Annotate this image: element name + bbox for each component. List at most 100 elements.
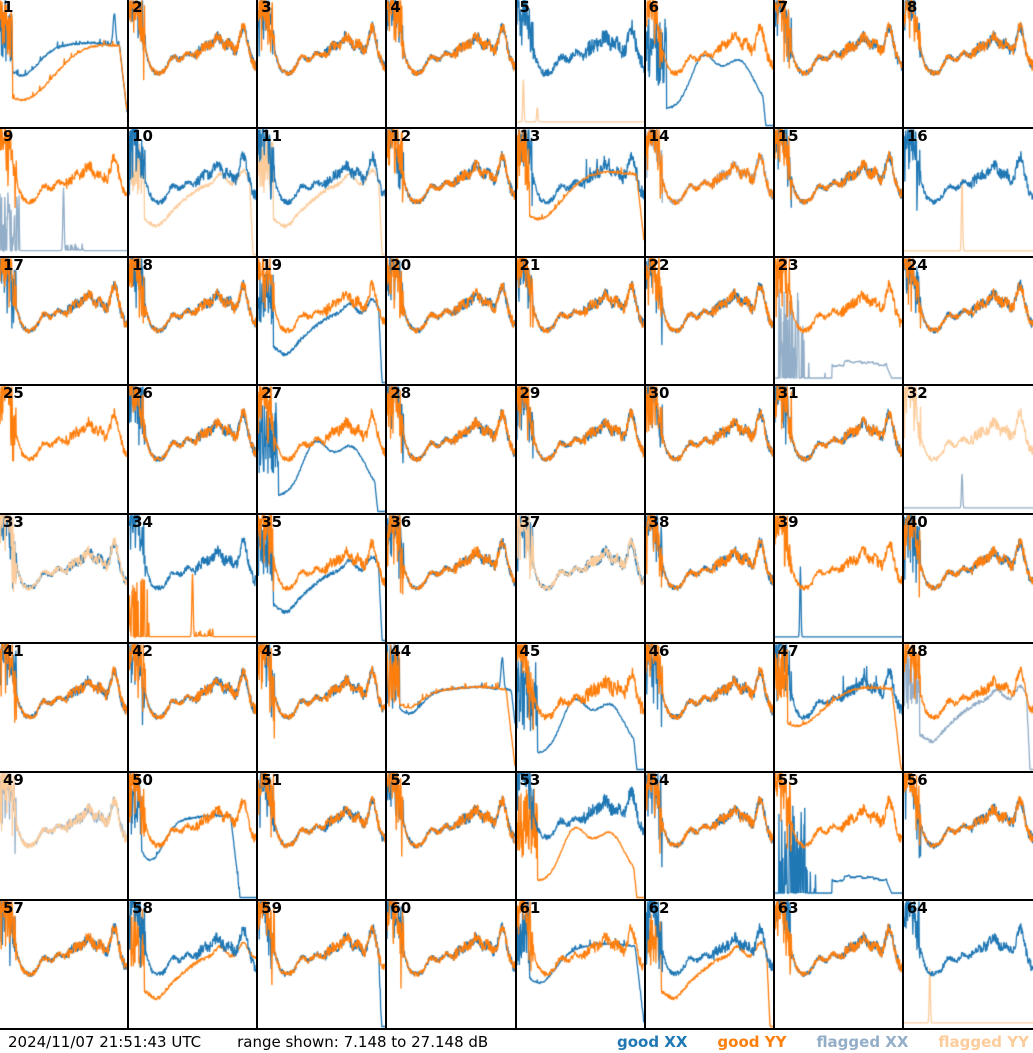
antenna-number: 38 — [648, 513, 670, 531]
antenna-number: 6 — [648, 0, 660, 16]
antenna-panel[interactable]: 59 — [258, 899, 388, 1030]
spectrum-plot — [258, 386, 386, 513]
spectrum-plot — [645, 257, 773, 385]
antenna-panel[interactable]: 25 — [0, 384, 130, 515]
spectrum-plot — [387, 0, 515, 127]
antenna-panel[interactable]: 63 — [774, 899, 904, 1030]
antenna-panel[interactable]: 26 — [129, 384, 259, 515]
antenna-number: 39 — [777, 513, 799, 531]
antenna-panel[interactable]: 53 — [516, 771, 646, 902]
antenna-panel[interactable]: 50 — [129, 771, 259, 902]
antenna-panel[interactable]: 45 — [516, 641, 646, 773]
antenna-panel[interactable]: 41 — [0, 642, 130, 773]
spectrum-plot — [0, 0, 128, 127]
spectrum-plot — [774, 0, 902, 127]
antenna-panel[interactable]: 48 — [903, 642, 1033, 773]
antenna-panel[interactable]: 55 — [774, 771, 904, 902]
spectrum-plot — [903, 515, 1033, 642]
antenna-panel[interactable]: 5 — [516, 0, 646, 129]
antenna-panel[interactable]: 44 — [387, 642, 517, 773]
timestamp: 2024/11/07 21:51:43 UTC — [8, 1032, 202, 1051]
spectrum-plot — [903, 257, 1033, 385]
antenna-panel[interactable]: 58 — [129, 899, 259, 1030]
spectrum-plot — [129, 128, 257, 256]
antenna-panel[interactable]: 46 — [645, 642, 775, 773]
antenna-panel[interactable]: 64 — [903, 899, 1033, 1030]
antenna-panel[interactable]: 28 — [387, 384, 517, 515]
antenna-panel[interactable]: 7 — [774, 0, 904, 129]
legend-item: good XX — [616, 1032, 688, 1051]
antenna-panel[interactable]: 49 — [0, 771, 130, 902]
spectrum-plot — [645, 901, 773, 1028]
spectrum-plot — [129, 257, 257, 385]
antenna-panel[interactable]: 39 — [774, 513, 904, 644]
antenna-number: 25 — [3, 384, 24, 403]
antenna-panel[interactable]: 1 — [0, 0, 130, 129]
antenna-number: 21 — [519, 255, 541, 274]
antenna-panel[interactable]: 43 — [258, 642, 388, 773]
antenna-panel[interactable]: 4 — [387, 0, 517, 129]
spectrum-plot — [129, 643, 257, 771]
spectrum-plot — [0, 128, 128, 256]
antenna-panel[interactable]: 31 — [774, 384, 904, 515]
antenna-panel[interactable]: 2 — [129, 0, 259, 129]
spectrum-plot — [516, 643, 644, 771]
antenna-panel[interactable]: 36 — [387, 513, 517, 644]
antenna-panel[interactable]: 56 — [903, 771, 1033, 902]
antenna-panel[interactable]: 42 — [129, 642, 259, 773]
antenna-panel[interactable]: 38 — [645, 513, 775, 644]
antenna-panel[interactable]: 20 — [387, 256, 517, 387]
antenna-number: 28 — [390, 384, 412, 403]
antenna-panel[interactable]: 19 — [258, 256, 388, 387]
antenna-panel[interactable]: 34 — [129, 513, 259, 644]
antenna-panel[interactable]: 8 — [903, 0, 1033, 129]
antenna-panel[interactable]: 60 — [387, 899, 517, 1030]
antenna-panel[interactable]: 18 — [129, 256, 259, 387]
antenna-number: 30 — [648, 384, 670, 403]
antenna-panel[interactable]: 22 — [645, 256, 775, 387]
antenna-panel[interactable]: 47 — [774, 642, 904, 773]
antenna-panel[interactable]: 54 — [645, 771, 775, 902]
spectrum-plot — [774, 128, 902, 256]
spectrum-plot — [645, 515, 773, 642]
antenna-panel[interactable]: 10 — [129, 127, 259, 258]
antenna-number: 27 — [261, 384, 283, 403]
spectrum-plot — [129, 772, 257, 900]
antenna-panel[interactable]: 21 — [516, 255, 646, 387]
antenna-number: 45 — [519, 641, 541, 660]
legend-item: flagged YY — [938, 1032, 1029, 1051]
antenna-number: 59 — [261, 899, 283, 918]
antenna-panel[interactable]: 27 — [258, 384, 388, 515]
antenna-panel[interactable]: 9 — [0, 127, 130, 258]
antenna-panel[interactable]: 6 — [645, 0, 775, 129]
antenna-panel[interactable]: 3 — [258, 0, 388, 129]
spectrum-plot — [129, 386, 257, 513]
spectrum-plot — [129, 515, 257, 642]
antenna-panel[interactable]: 33 — [0, 513, 130, 644]
antenna-panel[interactable]: 57 — [0, 899, 130, 1030]
spectrum-plot — [387, 515, 515, 642]
spectrum-plot — [258, 0, 386, 127]
antenna-panel[interactable]: 52 — [387, 771, 517, 902]
antenna-panel[interactable]: 14 — [645, 127, 775, 258]
antenna-panel[interactable]: 24 — [903, 256, 1033, 387]
antenna-panel[interactable]: 29 — [516, 384, 646, 515]
antenna-panel[interactable]: 35 — [258, 513, 388, 644]
spectrum-plot — [0, 772, 128, 900]
antenna-panel[interactable]: 40 — [903, 513, 1033, 644]
spectrum-plot — [903, 643, 1033, 771]
antenna-panel[interactable]: 32 — [903, 384, 1033, 515]
antenna-panel[interactable]: 13 — [516, 127, 646, 258]
antenna-panel[interactable]: 37 — [516, 513, 646, 644]
antenna-panel[interactable]: 23 — [774, 256, 904, 387]
antenna-panel[interactable]: 16 — [903, 127, 1033, 258]
antenna-panel[interactable]: 15 — [774, 127, 904, 258]
antenna-panel[interactable]: 17 — [0, 256, 130, 387]
antenna-panel[interactable]: 62 — [645, 899, 775, 1030]
antenna-panel[interactable]: 12 — [387, 127, 517, 258]
antenna-panel[interactable]: 61 — [516, 899, 646, 1030]
antenna-panel[interactable]: 11 — [258, 127, 388, 258]
antenna-panel[interactable]: 30 — [645, 384, 775, 515]
antenna-panel[interactable]: 51 — [258, 771, 388, 902]
